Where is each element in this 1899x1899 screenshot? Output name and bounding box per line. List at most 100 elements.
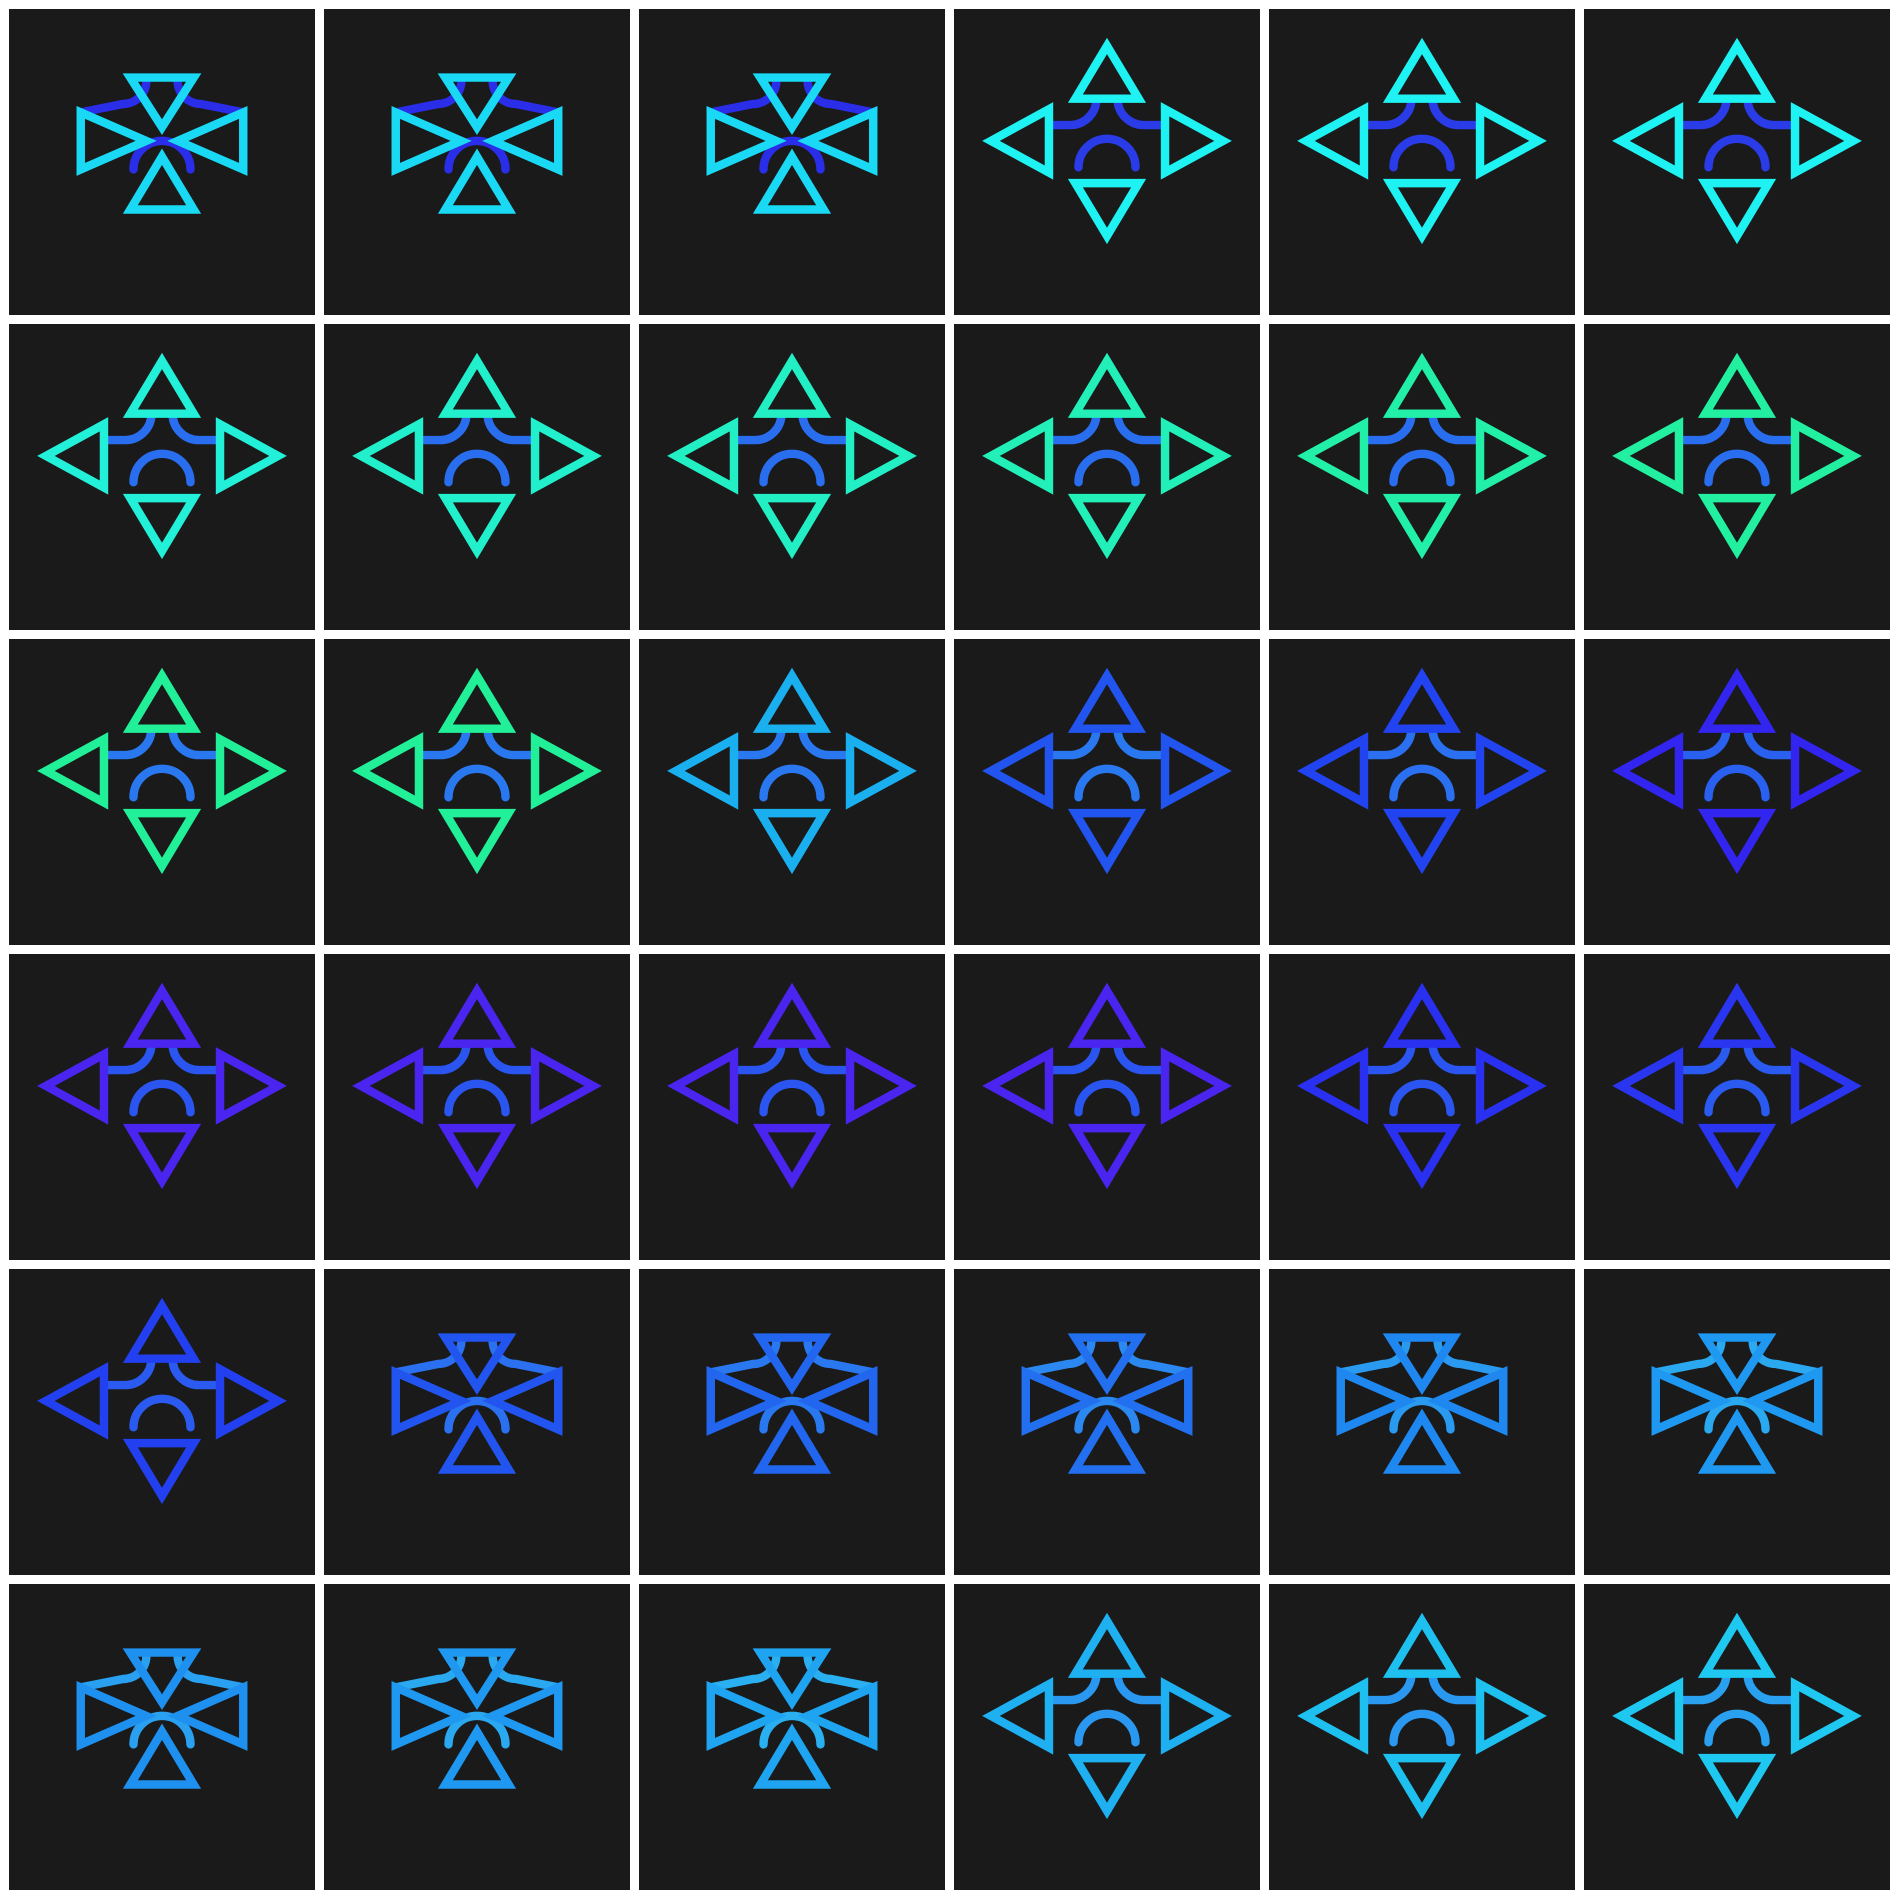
triangle-up-icon (1697, 667, 1777, 733)
triangle-down-icon (752, 1123, 832, 1190)
arc-top-left-icon (99, 1354, 156, 1390)
triangle-down-icon (1067, 1123, 1147, 1190)
triangle-left-icon (1612, 1047, 1684, 1125)
arc-center-icon (1389, 134, 1455, 172)
arc-top-left-icon (1044, 94, 1101, 130)
arc-center-icon (759, 449, 825, 487)
triangle-left-icon (982, 417, 1054, 495)
glyph-tile (639, 1269, 945, 1575)
triangle-up-icon (122, 1723, 202, 1789)
triangle-right-icon (1160, 1677, 1232, 1755)
arc-center-icon (1704, 1079, 1770, 1117)
triangle-up-icon (1382, 667, 1462, 733)
glyph-tile (9, 9, 315, 315)
triangle-up-icon (1067, 667, 1147, 733)
arc-center-icon (1389, 1079, 1455, 1117)
arc-top-left-icon (99, 1039, 156, 1075)
triangle-left-icon (1612, 102, 1684, 180)
arc-top-right-icon (1743, 1669, 1800, 1705)
arc-top-left-icon (99, 724, 156, 760)
triangle-up-icon (752, 667, 832, 733)
triangle-up-icon (1697, 982, 1777, 1048)
arc-top-left-icon (1674, 724, 1731, 760)
triangle-up-icon (437, 1723, 517, 1789)
arc-top-left-icon (1044, 1669, 1101, 1705)
triangle-up-icon (437, 352, 517, 418)
arc-top-right-icon (1428, 724, 1485, 760)
arc-center-icon (444, 1079, 510, 1117)
triangle-down-icon (1697, 1123, 1777, 1190)
triangle-down-icon (122, 808, 202, 875)
glyph-tile (1269, 9, 1575, 315)
triangle-down-icon (1382, 1753, 1462, 1820)
triangle-right-icon (1336, 1365, 1417, 1436)
glyph-tile (954, 324, 1260, 630)
arrow-cluster-icon (1297, 667, 1547, 875)
triangle-down-icon (1067, 1333, 1147, 1396)
glyph-tile (9, 1584, 315, 1890)
triangle-down-icon (437, 1333, 517, 1396)
arc-center-icon (1704, 134, 1770, 172)
arc-top-left-icon (729, 409, 786, 445)
triangle-left-icon (37, 732, 109, 810)
triangle-left-icon (1297, 102, 1369, 180)
triangle-up-icon (1067, 1408, 1147, 1474)
triangle-up-icon (122, 352, 202, 418)
glyph-tile (1269, 954, 1575, 1260)
triangle-right-icon (391, 105, 472, 176)
arc-center-icon (129, 1711, 195, 1749)
triangle-down-icon (1067, 493, 1147, 560)
glyph-tile (639, 324, 945, 630)
triangle-left-icon (797, 1365, 878, 1436)
arrow-cluster-icon (982, 352, 1232, 560)
triangle-down-icon (752, 1648, 832, 1711)
triangle-down-icon (1382, 493, 1462, 560)
glyph-tile (1269, 639, 1575, 945)
triangle-down-icon (1382, 1333, 1462, 1396)
arc-center-icon (759, 136, 825, 174)
triangle-up-icon (752, 1723, 832, 1789)
arc-top-left-icon (414, 409, 471, 445)
triangle-up-icon (752, 1408, 832, 1474)
arc-center-icon (759, 1396, 825, 1434)
arc-top-right-icon (483, 724, 540, 760)
arc-top-left-icon (1044, 724, 1101, 760)
triangle-up-icon (122, 148, 202, 214)
triangle-left-icon (982, 732, 1054, 810)
glyph-tile (639, 639, 945, 945)
triangle-up-icon (1697, 37, 1777, 103)
triangle-left-icon (167, 1680, 248, 1751)
arrow-cluster-icon (391, 1648, 563, 1789)
glyph-tile (1584, 324, 1890, 630)
triangle-down-icon (1382, 178, 1462, 245)
triangle-right-icon (1475, 1047, 1547, 1125)
triangle-right-icon (845, 732, 917, 810)
triangle-up-icon (752, 148, 832, 214)
triangle-down-icon (752, 1333, 832, 1396)
triangle-up-icon (1697, 1612, 1777, 1678)
triangle-right-icon (1160, 102, 1232, 180)
arrow-cluster-icon (1612, 667, 1862, 875)
triangle-up-icon (1697, 1408, 1777, 1474)
arc-top-right-icon (1113, 409, 1170, 445)
triangle-up-icon (122, 667, 202, 733)
triangle-left-icon (982, 1047, 1054, 1125)
arc-center-icon (129, 136, 195, 174)
arc-top-left-icon (99, 409, 156, 445)
glyph-tile (639, 9, 945, 315)
arc-center-icon (759, 764, 825, 802)
arrow-cluster-icon (1612, 1612, 1862, 1820)
glyph-tile (1584, 954, 1890, 1260)
triangle-right-icon (845, 1047, 917, 1125)
arc-top-right-icon (1113, 724, 1170, 760)
arc-top-right-icon (1113, 1039, 1170, 1075)
arc-center-icon (1389, 1396, 1455, 1434)
triangle-down-icon (1697, 178, 1777, 245)
arrow-cluster-icon (1336, 1333, 1508, 1474)
arc-center-icon (129, 1394, 195, 1432)
arrow-cluster-icon (706, 1648, 878, 1789)
triangle-down-icon (437, 1648, 517, 1711)
arc-top-right-icon (1428, 1669, 1485, 1705)
arc-top-right-icon (798, 1039, 855, 1075)
glyph-tile (639, 1584, 945, 1890)
